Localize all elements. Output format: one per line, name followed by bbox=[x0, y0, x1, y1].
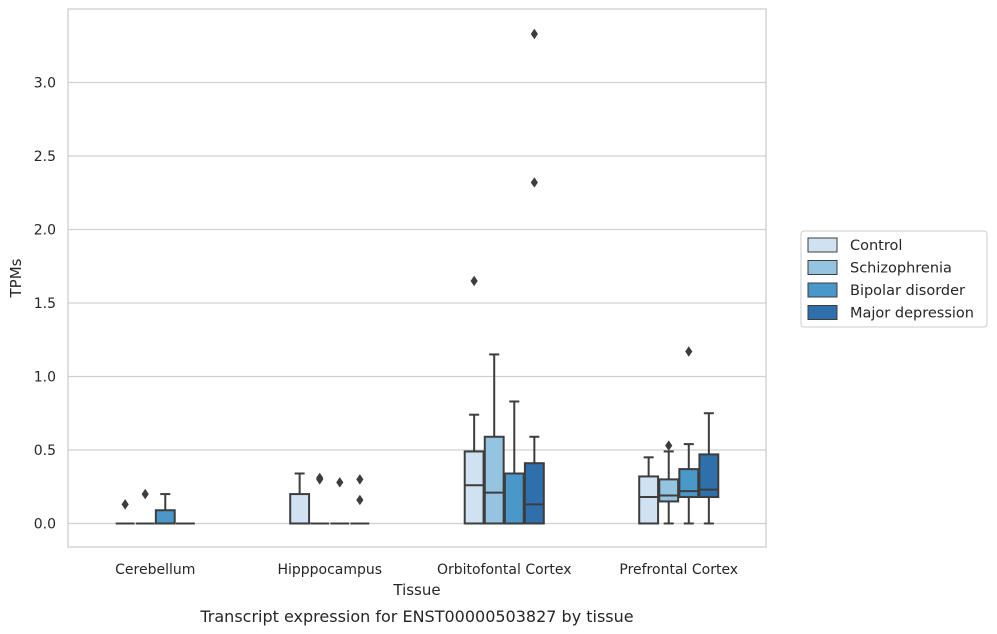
box-body bbox=[698, 453, 720, 499]
y-gridlines bbox=[68, 81, 766, 525]
x-tick-labels: Cerebellum Hipppocampus Orbitofontal Corte… bbox=[115, 562, 738, 578]
legend-label: Schizophrenia bbox=[850, 261, 952, 277]
outlier-point bbox=[121, 499, 129, 510]
box-bipolar-disorder bbox=[503, 400, 525, 525]
y-tick-label: 0.5 bbox=[34, 443, 56, 459]
x-tick-label: Orbitofontal Cortex bbox=[437, 562, 572, 578]
legend-swatch bbox=[807, 282, 838, 298]
legend: Control Schizophrenia Bipolar disorder Majo… bbox=[800, 230, 988, 328]
y-tick-label: 0.0 bbox=[34, 516, 56, 532]
legend-label: Bipolar disorder bbox=[850, 283, 965, 299]
legend-swatch bbox=[807, 237, 838, 253]
y-axis-label: TPMs bbox=[7, 258, 25, 298]
x-tick-label: Prefrontal Cortex bbox=[619, 562, 738, 578]
box-bipolar-disorder bbox=[330, 477, 350, 525]
box-schizophrenia bbox=[135, 488, 155, 525]
x-axis-label: Tissue bbox=[392, 581, 440, 599]
outlier-point bbox=[685, 346, 693, 357]
y-tick-label: 1.5 bbox=[34, 296, 56, 312]
outlier-point bbox=[356, 494, 364, 506]
outlier-point bbox=[141, 488, 149, 500]
box-control bbox=[289, 472, 311, 525]
y-tick-label: 2.5 bbox=[34, 149, 56, 165]
outlier-point bbox=[356, 474, 364, 485]
outlier-point bbox=[336, 477, 344, 488]
y-tick-label: 2.0 bbox=[34, 222, 56, 238]
legend-label: Major depression bbox=[850, 306, 974, 322]
box-body bbox=[154, 509, 176, 525]
outlier-point bbox=[470, 275, 478, 287]
box-control bbox=[115, 499, 135, 525]
box-body bbox=[523, 462, 545, 525]
legend-label: Control bbox=[850, 238, 902, 254]
outlier-point bbox=[665, 440, 673, 451]
box-bipolar-disorder bbox=[154, 493, 176, 525]
box-bipolar-disorder bbox=[678, 346, 700, 525]
box-schizophrenia bbox=[483, 353, 505, 525]
box-schizophrenia bbox=[658, 440, 680, 525]
y-tick-labels: 0.0 0.5 1.0 1.5 2.0 2.5 3.0 bbox=[34, 75, 56, 532]
chart-caption: Transcript expression for ENST0000050382… bbox=[199, 607, 633, 626]
x-tick-label: Hipppocampus bbox=[277, 562, 382, 578]
legend-frame bbox=[800, 230, 988, 328]
box-body bbox=[678, 468, 700, 499]
y-tick-label: 1.0 bbox=[34, 369, 56, 385]
y-tick-label: 3.0 bbox=[34, 75, 56, 91]
box-major-depression bbox=[350, 474, 370, 525]
box-major-depression bbox=[523, 28, 545, 525]
box-body bbox=[483, 435, 505, 525]
legend-swatch bbox=[807, 260, 838, 275]
box-body bbox=[289, 493, 311, 525]
box-control bbox=[638, 456, 660, 525]
box-body bbox=[658, 478, 680, 503]
box-major-depression bbox=[698, 412, 720, 525]
box-body bbox=[503, 472, 525, 525]
box-schizophrenia bbox=[310, 472, 330, 525]
box-control bbox=[463, 275, 485, 525]
outlier-point bbox=[316, 472, 324, 484]
outlier-point bbox=[530, 28, 538, 40]
box-body bbox=[463, 450, 485, 525]
legend-swatch bbox=[807, 305, 838, 320]
x-tick-label: Cerebellum bbox=[115, 562, 195, 578]
outlier-point bbox=[530, 177, 538, 188]
plot-frame bbox=[67, 8, 767, 548]
box-series bbox=[115, 28, 720, 525]
box-body bbox=[638, 475, 660, 525]
